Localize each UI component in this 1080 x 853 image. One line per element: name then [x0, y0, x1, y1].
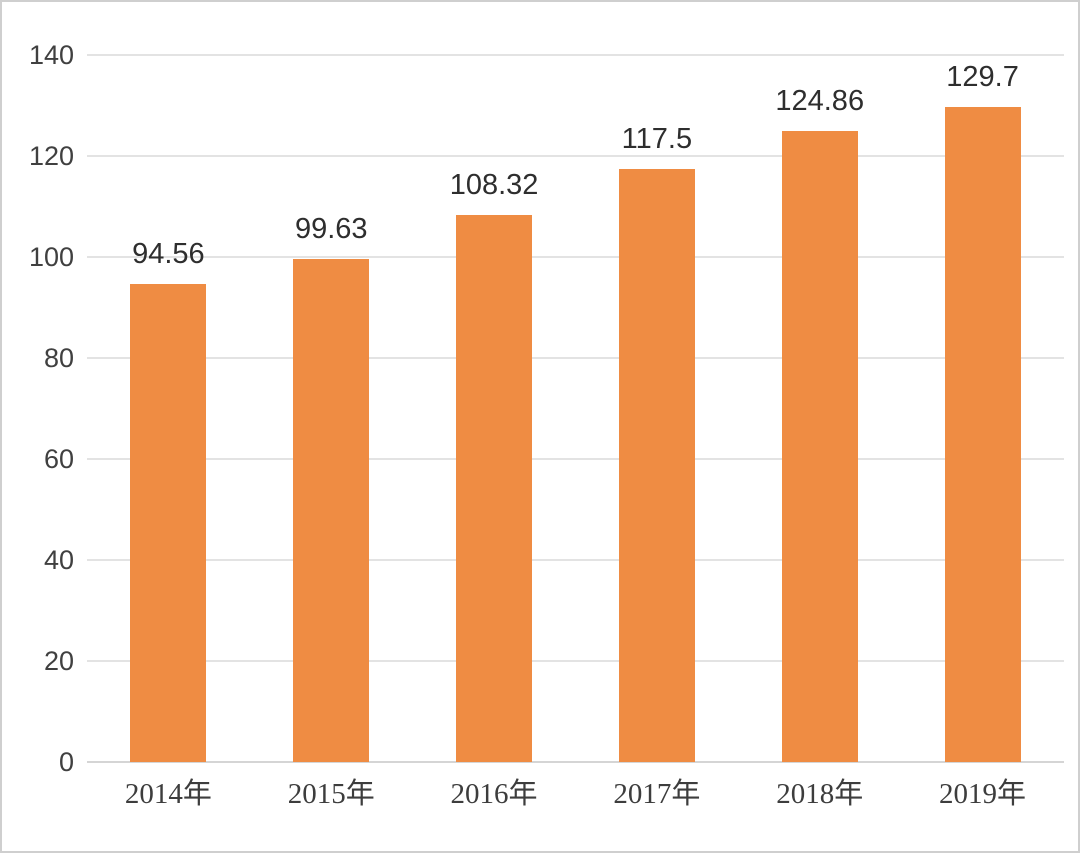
y-axis-tick-label: 20 [43, 646, 74, 676]
bar [293, 258, 370, 762]
x-axis-category-label: 2018年 [776, 778, 864, 810]
bar [130, 284, 207, 762]
bar-column: 94.56 2014年 [87, 55, 250, 809]
bar [456, 214, 533, 762]
x-axis-line [87, 761, 1064, 763]
bar [944, 107, 1021, 762]
gridline [87, 256, 1064, 258]
y-axis-tick-label: 120 [28, 141, 74, 171]
bar [781, 131, 858, 762]
bar-value-label: 108.32 [449, 168, 539, 201]
gridline [87, 559, 1064, 561]
x-axis-category-label: 2015年 [287, 778, 375, 810]
gridline [87, 54, 1064, 56]
gridline [87, 155, 1064, 157]
bar-column: 117.5 2017年 [575, 55, 738, 808]
y-axis-tick-label: 100 [28, 242, 74, 272]
bar-value-label: 94.56 [132, 238, 205, 271]
bar-columns: 94.56 2014年 99.63 2015年 108.32 2016年 117.5 2017… [87, 55, 1064, 809]
x-axis-category-label: 2016年 [450, 778, 538, 810]
plot-area: 94.56 2014年 99.63 2015年 108.32 2016年 117.5 2017… [87, 54, 1064, 809]
gridline [87, 458, 1064, 460]
bar-value-label: 117.5 [621, 122, 693, 155]
bar-value-label: 124.86 [775, 85, 865, 118]
y-axis-tick-label: 0 [58, 747, 74, 777]
bar-value-label: 129.7 [946, 61, 1019, 94]
bar-value-label: 99.63 [294, 212, 368, 245]
y-axis-tick-label: 60 [43, 444, 74, 474]
gridline [87, 357, 1064, 359]
y-axis-tick-label: 80 [43, 343, 74, 373]
y-axis: 0 20 40 60 80 100 120 140 [2, 42, 74, 776]
y-axis-tick-label: 40 [43, 545, 74, 575]
bar [618, 168, 695, 762]
x-axis-category-label: 2017年 [613, 778, 701, 810]
bar-column: 129.7 2019年 [901, 55, 1064, 809]
bar-column: 124.86 2018年 [738, 55, 901, 809]
gridline [87, 660, 1064, 662]
x-axis-category-label: 2014年 [124, 778, 212, 810]
bar-column: 99.63 2015年 [250, 55, 413, 808]
x-axis-category-label: 2019年 [939, 778, 1027, 810]
y-axis-tick-label: 140 [28, 40, 74, 70]
bar-column: 108.32 2016年 [413, 55, 576, 808]
